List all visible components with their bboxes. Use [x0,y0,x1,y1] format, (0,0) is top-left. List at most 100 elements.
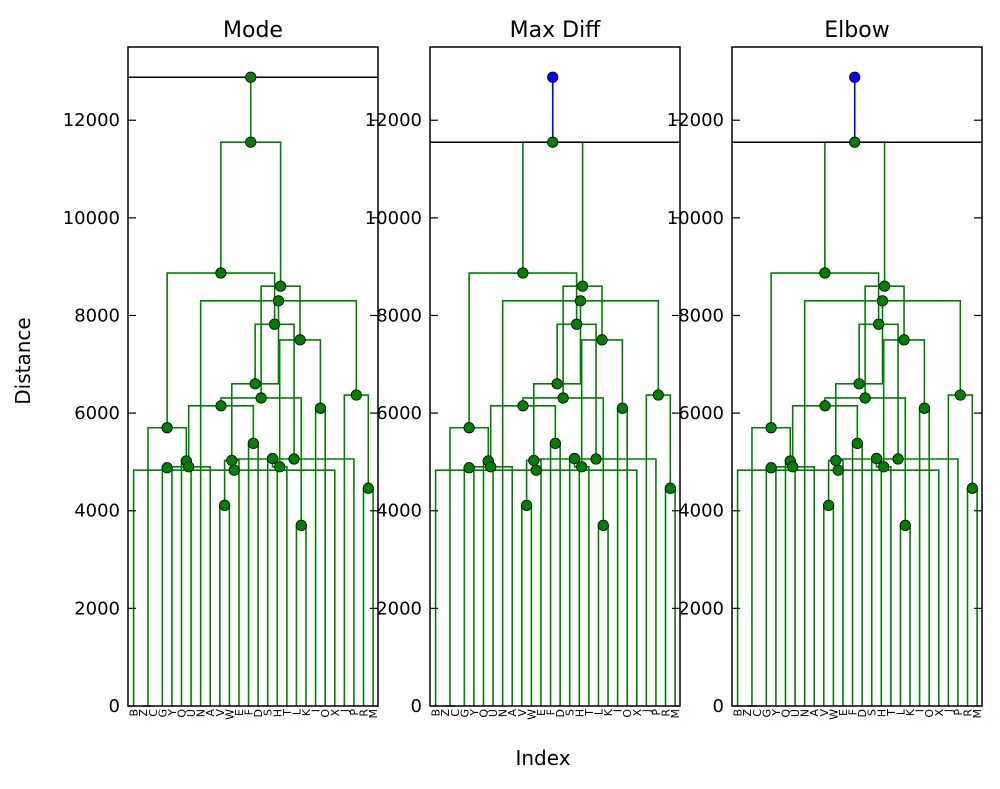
dendrogram-link [791,404,859,467]
y-tick-label: 6000 [376,403,422,424]
leaf-label: X [631,709,644,717]
leaf-label: M [669,709,682,719]
merge-marker [765,422,777,434]
dendrogram-link [266,457,279,706]
leaf-label: D [252,709,265,717]
merge-marker [954,389,966,401]
leaf-label: Y [468,709,481,717]
dendrogram-link [314,407,327,706]
merge-marker [765,462,777,474]
y-tick-label: 2000 [678,598,724,619]
dendrogram-link [434,469,638,706]
merge-marker [597,519,609,531]
dendrogram-link [278,339,322,467]
y-tick-label: 4000 [678,501,724,522]
merge-marker [161,422,173,434]
leaf-label: I [310,709,323,712]
dendrogram-link [247,442,259,706]
merge-marker [664,482,676,494]
dendrogram-link [271,458,288,706]
dendrogram-link [568,457,581,706]
leaf-label: P [650,709,663,716]
merge-marker [832,464,844,476]
leaf-label: C [449,709,462,717]
leaf-label: T [885,709,898,717]
dendrogram-link [875,458,892,706]
dendrogram-panel-1: Mode 0 2000 4000 6000 8000 10000 12000 BZCGYQUNA… [63,18,380,720]
leaf-label: S [564,709,577,716]
merge-marker [849,71,861,83]
merge-marker [652,389,664,401]
merge-marker [551,378,563,390]
leaf-label: R [660,709,673,717]
merge-marker [521,499,533,511]
dendrogram-link [463,466,475,706]
leaf-label: Z [137,709,150,717]
leaf-label: O [319,709,332,718]
leaf-label: K [300,708,313,716]
leaf-label: Q [478,709,491,718]
merge-marker [853,378,865,390]
leaf-label: R [358,709,371,717]
dendrogram-link [664,487,676,706]
panel-title: Elbow [824,18,889,43]
y-tick-label: 8000 [678,305,724,326]
dendrogram-link [870,457,883,706]
merge-marker [463,422,475,434]
leaf-label: W [223,709,236,720]
x-axis-label: Index [515,746,570,770]
dendrogram-link [573,458,590,706]
dendrogram-link [736,469,940,706]
y-tick-label: 4000 [376,501,422,522]
leaf-label: I [612,709,625,712]
y-tick-label: 10000 [365,208,422,229]
leaf-label: B [732,709,745,717]
dendrogram-link [489,404,557,467]
leaf-label: U [789,709,802,717]
axes-frame [731,46,983,707]
dendrogram-link [616,407,629,706]
leaf-label: L [290,708,303,715]
leaf-label: A [506,709,519,717]
merge-marker [596,334,608,346]
merge-marker [228,464,240,476]
merge-marker [870,452,883,465]
merge-marker [576,280,589,292]
dendrogram-link [851,442,863,706]
leaf-label: X [933,709,946,717]
merge-marker [517,400,529,412]
dendrogram-link [220,141,282,287]
merge-marker [549,437,561,449]
merge-marker [876,295,889,307]
merge-marker [485,461,497,473]
leaf-label: R [962,709,975,717]
dendrogram-link [765,466,777,706]
merge-marker [547,136,559,148]
y-tick-label: 10000 [63,208,120,229]
leaf-label: M [971,709,984,719]
merge-marker [819,267,831,279]
panel-title: Max Diff [510,18,602,43]
leaf-label: H [573,709,586,717]
y-tick-label: 2000 [376,598,422,619]
dendrogram-link [525,459,542,706]
dendrogram-link [468,466,514,706]
merge-marker [849,136,861,148]
leaf-label: O [621,709,634,718]
merge-marker [859,392,871,404]
leaf-label: N [195,709,208,717]
merge-marker [215,400,227,412]
merge-marker [616,402,629,414]
dendrogram-link [219,504,231,706]
merge-marker [878,461,890,473]
merge-marker [918,402,931,414]
leaf-label: U [185,709,198,717]
merge-marker [183,461,195,473]
y-tick-label: 12000 [667,110,724,131]
merge-marker [247,437,259,449]
leaf-label: G [156,709,169,718]
leaf-label: H [271,709,284,717]
merge-marker [574,295,587,307]
panel-title: Mode [223,18,283,43]
merge-marker [878,280,891,292]
